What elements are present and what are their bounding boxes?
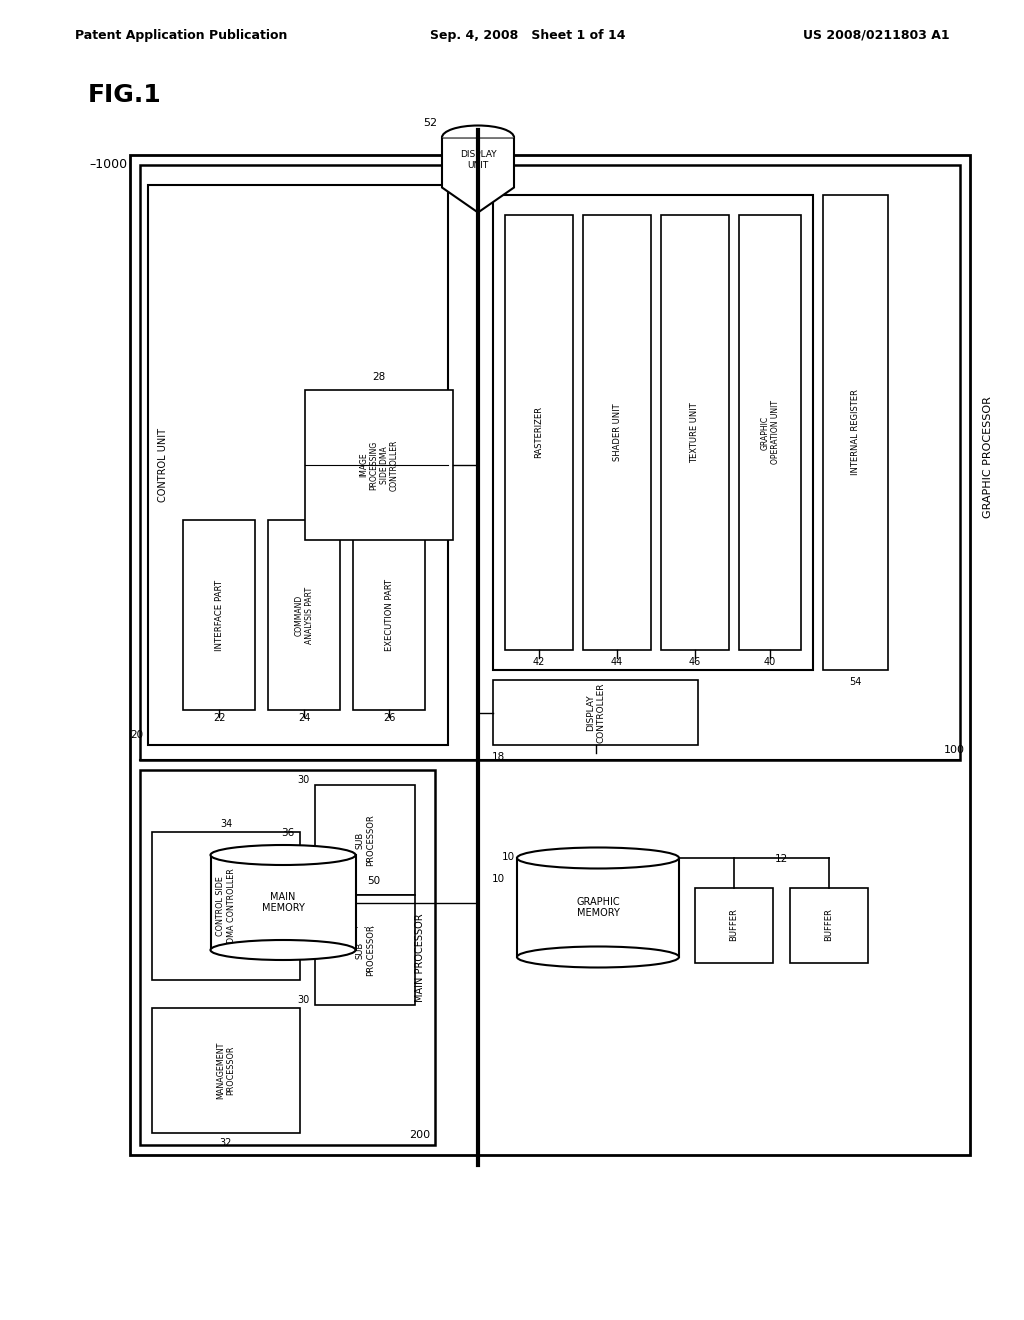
Text: TEXTURE UNIT: TEXTURE UNIT	[690, 403, 699, 463]
Bar	[790, 887, 868, 962]
Text: CONTROL UNIT: CONTROL UNIT	[158, 428, 168, 502]
Bar	[152, 832, 300, 979]
Bar	[148, 185, 449, 744]
Text: 20: 20	[130, 730, 143, 741]
Wedge shape	[442, 102, 514, 137]
Text: 30: 30	[298, 995, 310, 1005]
Text: GRAPHIC
OPERATION UNIT: GRAPHIC OPERATION UNIT	[760, 400, 779, 465]
Bar	[140, 165, 961, 760]
Bar	[152, 1008, 300, 1133]
Text: –1000: –1000	[90, 158, 128, 172]
Text: MAIN PROCESSOR: MAIN PROCESSOR	[415, 913, 425, 1002]
Bar	[140, 770, 435, 1144]
Text: 32: 32	[220, 1138, 232, 1148]
Text: BUFFER: BUFFER	[729, 908, 738, 941]
Text: 44: 44	[611, 657, 624, 667]
Text: INTERFACE PART: INTERFACE PART	[214, 579, 223, 651]
Text: 26: 26	[383, 713, 395, 723]
Text: INTERNAL REGISTER: INTERNAL REGISTER	[851, 389, 860, 475]
Ellipse shape	[517, 847, 679, 869]
Text: DISPLAY
UNIT: DISPLAY UNIT	[460, 150, 497, 170]
Text: DISPLAY
CONTROLLER: DISPLAY CONTROLLER	[586, 682, 605, 743]
Bar	[305, 389, 453, 540]
Bar	[823, 195, 888, 671]
Text: US 2008/0211803 A1: US 2008/0211803 A1	[804, 29, 950, 41]
Text: IMAGE
PROCESSING
SIDE DMA
CONTROLLER: IMAGE PROCESSING SIDE DMA CONTROLLER	[358, 440, 399, 491]
Text: CONTROL SIDE
DMA CONTROLLER: CONTROL SIDE DMA CONTROLLER	[216, 869, 236, 944]
Bar	[353, 520, 425, 710]
Text: . . .: . . .	[355, 919, 375, 932]
Text: 28: 28	[373, 372, 386, 381]
Text: 52: 52	[423, 117, 437, 128]
Ellipse shape	[211, 940, 355, 960]
Text: RASTERIZER: RASTERIZER	[535, 407, 544, 458]
Bar	[493, 195, 813, 671]
Text: SHADER UNIT: SHADER UNIT	[612, 404, 622, 461]
Text: 34: 34	[220, 818, 232, 829]
Bar	[268, 520, 340, 710]
Text: 200: 200	[409, 1130, 430, 1140]
Text: EXECUTION PART: EXECUTION PART	[384, 579, 393, 651]
Text: Sep. 4, 2008   Sheet 1 of 14: Sep. 4, 2008 Sheet 1 of 14	[430, 29, 626, 41]
Text: BUFFER: BUFFER	[824, 908, 834, 941]
Bar	[662, 215, 729, 649]
Text: 50: 50	[368, 875, 381, 886]
Text: 54: 54	[849, 677, 861, 686]
Bar	[493, 680, 698, 744]
Text: 36: 36	[282, 828, 295, 838]
Bar	[505, 215, 573, 649]
Bar	[211, 855, 355, 950]
Bar	[695, 887, 773, 962]
Text: Patent Application Publication: Patent Application Publication	[75, 29, 288, 41]
Polygon shape	[442, 137, 514, 213]
Bar	[517, 858, 679, 957]
Ellipse shape	[211, 845, 355, 865]
Text: FIG.1: FIG.1	[88, 83, 162, 107]
Bar	[130, 154, 970, 1155]
Text: GRAPHIC
MEMORY: GRAPHIC MEMORY	[577, 896, 620, 919]
Bar	[315, 785, 415, 895]
Bar	[583, 215, 651, 649]
Ellipse shape	[517, 946, 679, 968]
Text: 46: 46	[689, 657, 701, 667]
Bar	[315, 895, 415, 1005]
Text: SUB
PROCESSOR: SUB PROCESSOR	[355, 814, 375, 866]
Text: 12: 12	[775, 854, 788, 865]
Text: MANAGEMENT
PROCESSOR: MANAGEMENT PROCESSOR	[216, 1041, 236, 1100]
Text: 10: 10	[492, 874, 505, 884]
Text: 30: 30	[298, 775, 310, 785]
Text: GRAPHIC PROCESSOR: GRAPHIC PROCESSOR	[983, 396, 993, 519]
Text: 100: 100	[944, 744, 965, 755]
Bar	[183, 520, 255, 710]
Text: 40: 40	[764, 657, 776, 667]
Text: 18: 18	[492, 752, 505, 762]
Text: 22: 22	[213, 713, 225, 723]
Bar	[739, 215, 801, 649]
Text: 10: 10	[502, 853, 515, 862]
Text: 42: 42	[532, 657, 545, 667]
Text: SUB
PROCESSOR: SUB PROCESSOR	[355, 924, 375, 975]
Text: 24: 24	[298, 713, 310, 723]
Text: COMMAND
ANALYSIS PART: COMMAND ANALYSIS PART	[294, 586, 313, 644]
Text: MAIN
MEMORY: MAIN MEMORY	[261, 892, 304, 913]
